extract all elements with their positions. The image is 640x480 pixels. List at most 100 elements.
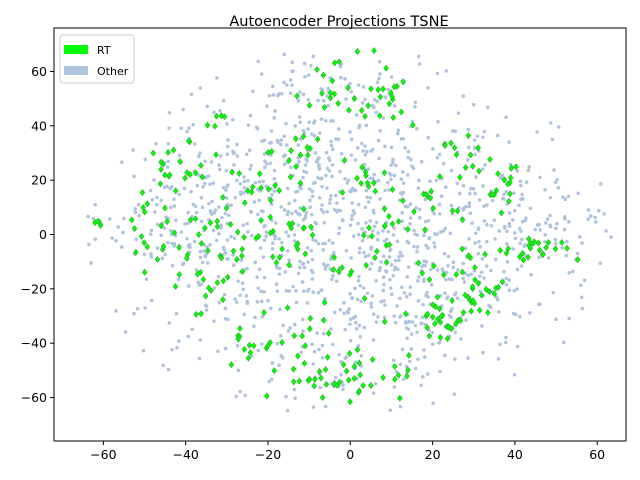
rt-point <box>295 352 301 360</box>
other-point <box>198 255 203 260</box>
other-point <box>495 297 500 302</box>
other-point <box>93 237 98 242</box>
rt-point <box>157 180 164 188</box>
other-point <box>167 110 172 115</box>
other-point <box>548 121 553 125</box>
other-point <box>417 62 422 66</box>
other-point <box>339 359 343 364</box>
other-point <box>348 317 353 322</box>
rt-point <box>307 314 314 322</box>
other-point <box>135 306 140 311</box>
other-point <box>439 194 444 199</box>
other-point <box>235 142 239 147</box>
other-point <box>396 128 401 133</box>
other-point <box>148 188 153 193</box>
other-point <box>422 355 427 359</box>
other-point <box>279 205 283 209</box>
other-point <box>461 207 465 212</box>
other-point <box>381 275 386 280</box>
other-point <box>319 117 324 121</box>
other-point <box>179 126 184 131</box>
other-point <box>481 135 485 139</box>
rt-point <box>564 244 570 252</box>
other-point <box>198 249 203 254</box>
other-point <box>490 198 495 203</box>
other-point <box>464 318 468 322</box>
other-point <box>400 285 404 290</box>
rt-point <box>239 245 245 253</box>
other-point <box>457 191 462 196</box>
other-point <box>166 159 171 164</box>
other-point <box>167 126 171 130</box>
other-point <box>571 269 575 274</box>
other-point <box>284 143 289 147</box>
other-point <box>293 198 297 203</box>
other-point <box>369 261 374 266</box>
other-point <box>334 279 339 284</box>
rt-point <box>400 197 406 205</box>
other-point <box>505 260 510 264</box>
rt-point <box>128 216 135 224</box>
rt-point <box>356 387 362 395</box>
other-point <box>368 267 372 271</box>
other-point <box>371 391 376 395</box>
x-tick-label: 60 <box>589 447 605 462</box>
other-point <box>198 151 202 155</box>
rt-point <box>306 375 313 383</box>
other-point <box>553 237 558 242</box>
other-point <box>352 211 357 215</box>
other-point <box>388 277 392 282</box>
rt-point <box>345 376 352 384</box>
other-point <box>446 254 451 259</box>
rt-point <box>325 329 332 337</box>
rt-point <box>485 309 491 317</box>
rt-point <box>320 316 327 324</box>
other-point <box>311 54 316 59</box>
other-point <box>288 91 293 96</box>
rt-point <box>475 144 482 152</box>
rt-point <box>448 139 454 147</box>
rt-point <box>372 187 379 195</box>
other-point <box>400 210 404 215</box>
other-point <box>225 122 229 126</box>
rt-point <box>536 246 543 254</box>
other-point <box>259 72 264 76</box>
other-point <box>338 208 343 213</box>
rt-point <box>459 268 466 276</box>
other-point <box>325 166 330 171</box>
other-point <box>244 152 249 157</box>
rt-point <box>449 207 456 215</box>
other-point <box>467 204 471 209</box>
other-point <box>321 331 326 336</box>
other-point <box>175 345 179 350</box>
rt-point <box>543 243 549 251</box>
other-point <box>256 212 260 217</box>
rt-point <box>435 315 441 323</box>
other-point <box>249 233 254 238</box>
rt-point <box>381 318 388 326</box>
other-point <box>329 139 333 144</box>
rt-point <box>202 224 208 232</box>
other-point <box>408 221 412 226</box>
other-point <box>229 203 234 208</box>
other-point <box>465 158 470 162</box>
other-point <box>387 171 392 176</box>
x-tick-label: 20 <box>425 447 441 462</box>
other-point <box>201 185 205 189</box>
other-point <box>165 184 169 189</box>
other-point <box>537 255 541 260</box>
other-point <box>499 174 504 178</box>
other-point <box>308 205 312 209</box>
other-point <box>550 137 555 142</box>
rt-point <box>498 209 505 217</box>
other-point <box>302 265 307 270</box>
rt-point <box>476 167 482 175</box>
rt-point <box>227 220 234 228</box>
other-point <box>392 226 396 230</box>
other-point <box>391 157 395 162</box>
rt-point <box>386 212 392 220</box>
other-point <box>586 208 591 212</box>
other-point <box>174 218 178 223</box>
rt-point <box>327 94 334 102</box>
rt-point <box>187 170 193 178</box>
